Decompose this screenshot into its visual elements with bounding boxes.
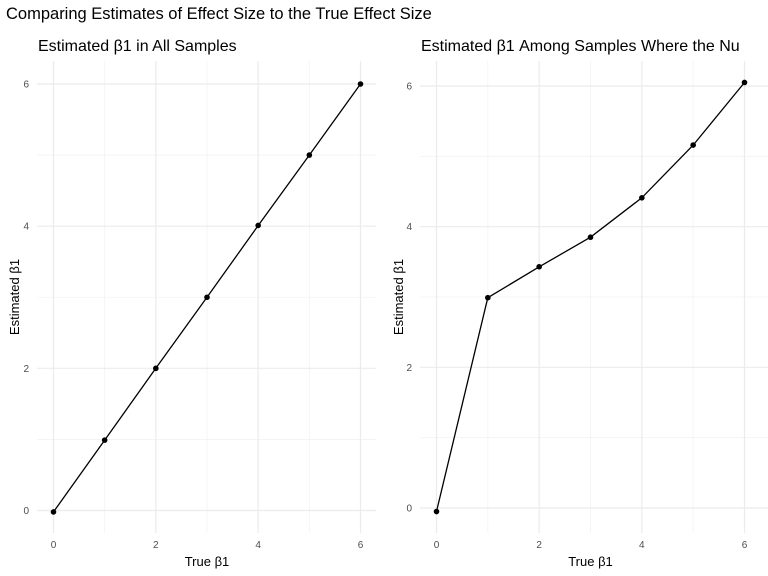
- chart-panel-2: 0 2 4 6 0 2 4 6 Estimated β1 Among Samples Where…: [391, 38, 768, 569]
- x-tick-label: 0: [434, 540, 440, 551]
- gridlines: [420, 61, 768, 533]
- data-point: [306, 152, 313, 158]
- y-tick-label: 2: [23, 364, 29, 375]
- y-tick-label: 6: [406, 82, 412, 93]
- y-axis-label: Estimated β1: [7, 259, 22, 335]
- data-point: [357, 81, 364, 87]
- data-point: [741, 79, 748, 86]
- y-tick-label: 0: [406, 504, 412, 515]
- y-tick-label: 0: [23, 506, 29, 517]
- data-point: [204, 294, 210, 301]
- gridlines: [37, 61, 376, 533]
- data-point: [536, 263, 542, 270]
- y-axis-label: Estimated β1: [391, 259, 406, 335]
- x-tick-label: 6: [742, 540, 748, 551]
- y-tick-label: 2: [406, 363, 412, 374]
- x-tick-label: 2: [536, 540, 542, 551]
- data-point: [639, 195, 645, 201]
- data-point: [587, 234, 594, 241]
- x-tick-label: 6: [358, 540, 364, 551]
- data-point: [255, 222, 261, 229]
- x-tick-label: 2: [153, 540, 159, 551]
- data-point: [153, 365, 159, 372]
- y-tick-label: 4: [23, 222, 29, 233]
- x-axis-label: True β1: [185, 554, 230, 569]
- y-tick-label: 6: [23, 80, 29, 91]
- panel-title: Estimated β1 in All Samples: [38, 38, 237, 55]
- chart-panel-1: 0 2 4 6 0 2 4 6 Estimated β1 in All Samples True …: [7, 38, 376, 569]
- x-axis-label: True β1: [568, 554, 613, 569]
- data-point: [485, 294, 491, 301]
- data-point: [50, 509, 57, 515]
- data-point: [101, 437, 108, 443]
- x-tick-label: 4: [639, 540, 645, 551]
- data-point: [433, 508, 440, 515]
- panel-title: Estimated β1 Among Samples Where the Nu: [421, 38, 740, 55]
- data-point: [690, 142, 696, 148]
- x-tick-label: 0: [51, 540, 57, 551]
- x-tick-label: 4: [255, 540, 261, 551]
- figure-title: Comparing Estimates of Effect Size to th…: [6, 5, 432, 23]
- y-tick-label: 4: [406, 222, 412, 233]
